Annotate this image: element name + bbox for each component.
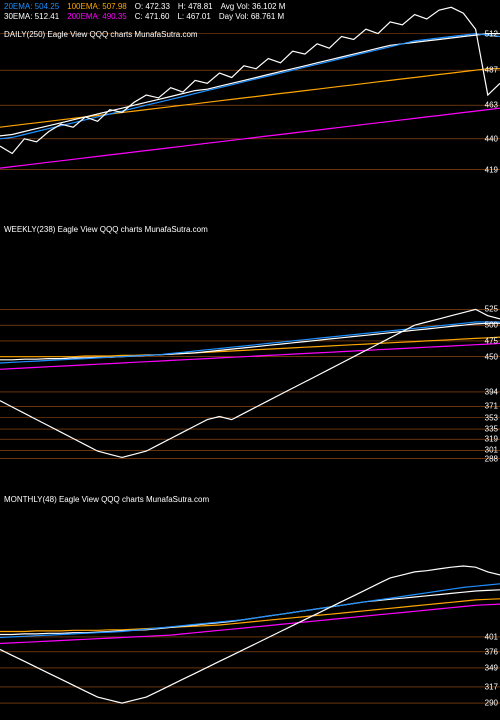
stat: H: 478.81 <box>178 2 213 11</box>
stat: 20EMA: 504.25 <box>4 2 59 11</box>
stat: Day Vol: 68.761 M <box>219 12 284 21</box>
series-line <box>0 604 500 643</box>
hline-label: 401 <box>485 632 498 641</box>
hline-label: 525 <box>485 305 498 314</box>
hline-label: 290 <box>485 699 498 708</box>
series-line <box>0 34 500 136</box>
stat: L: 467.01 <box>177 12 210 21</box>
hline-label: 335 <box>485 425 498 434</box>
series-line <box>0 309 500 457</box>
hline-label: 450 <box>485 352 498 361</box>
stat: C: 471.60 <box>135 12 170 21</box>
hline-label: 440 <box>485 134 498 143</box>
stat: 30EMA: 512.41 <box>4 12 59 21</box>
hline-label: 487 <box>485 66 498 75</box>
hline-label: 512 <box>485 29 498 38</box>
series-line <box>0 34 500 139</box>
stat: O: 472.33 <box>135 2 170 11</box>
hline-label: 463 <box>485 101 498 110</box>
panel-title-daily: DAILY(250) Eagle View QQQ charts MunafaS… <box>4 30 198 39</box>
series-line <box>0 108 500 168</box>
header-row-1: 20EMA: 504.25 100EMA: 507.98 O: 472.33 H: 4… <box>4 2 293 11</box>
hline-label: 319 <box>485 435 498 444</box>
hline-label: 353 <box>485 413 498 422</box>
hline-label: 317 <box>485 682 498 691</box>
series-line <box>0 69 500 128</box>
hline-label: 419 <box>485 165 498 174</box>
hline-label: 371 <box>485 402 498 411</box>
hline-label: 349 <box>485 663 498 672</box>
stat: 100EMA: 507.98 <box>67 2 127 11</box>
stat: 200EMA: 490.35 <box>67 12 127 21</box>
hline-label: 475 <box>485 336 498 345</box>
series-line <box>0 599 500 632</box>
hline-label: 394 <box>485 387 498 396</box>
hline-label: 500 <box>485 321 498 330</box>
hline-label: 376 <box>485 647 498 656</box>
panel-title-monthly: MONTHLY(48) Eagle View QQQ charts Munafa… <box>4 495 209 504</box>
stat: Avg Vol: 36.102 M <box>221 2 286 11</box>
header-row-2: 30EMA: 512.41 200EMA: 490.35 C: 471.60 L: 4… <box>4 12 292 21</box>
panel-title-weekly: WEEKLY(238) Eagle View QQQ charts Munafa… <box>4 225 208 234</box>
series-line <box>0 566 500 703</box>
chart-svg <box>0 0 500 720</box>
hline-label: 288 <box>485 454 498 463</box>
